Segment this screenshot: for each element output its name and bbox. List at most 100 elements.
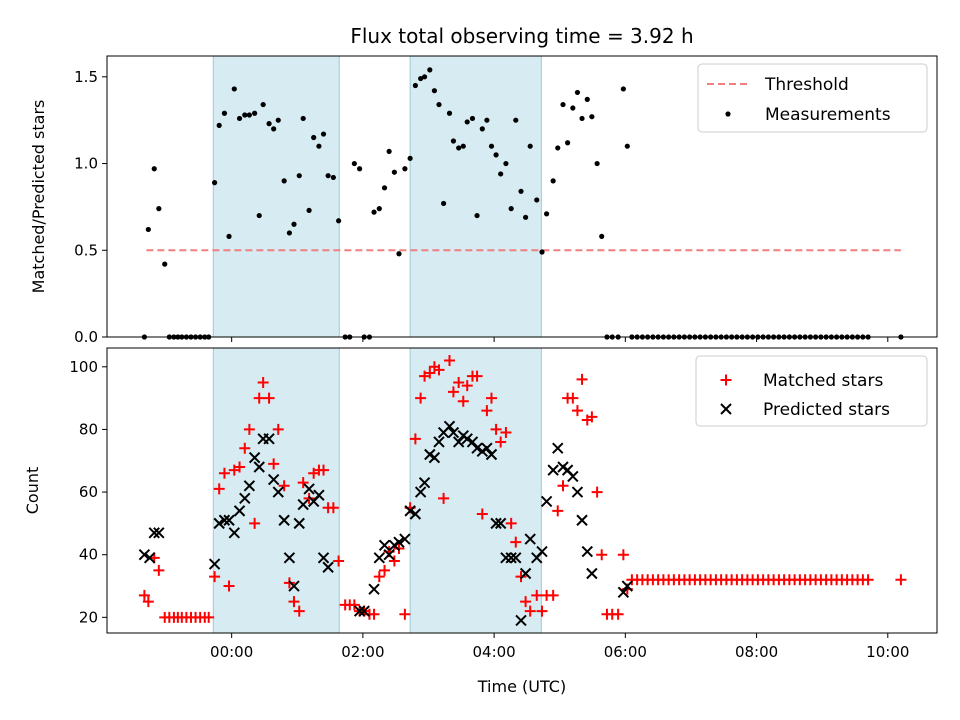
predicted-star-marker <box>447 426 460 439</box>
measurement-point <box>221 110 228 116</box>
matched-star-marker <box>234 461 246 473</box>
measurement-point <box>484 117 490 123</box>
top-shaded-regions <box>212 55 542 338</box>
matched-star-marker <box>443 355 455 367</box>
predicted-star-marker <box>293 517 305 530</box>
bottom-x-axis-label: Time (UTC) <box>477 677 566 696</box>
predicted-star-marker <box>490 517 502 530</box>
matched-star-marker <box>481 405 493 417</box>
predicted-star-marker <box>404 505 416 517</box>
measurement-point <box>357 166 363 172</box>
measurement-point <box>460 143 466 149</box>
measurement-point <box>431 88 438 94</box>
matched-star-marker <box>612 608 624 620</box>
matched-star-marker <box>862 574 874 586</box>
predicted-star-marker <box>143 552 156 564</box>
measurement-point <box>386 148 392 155</box>
measurement-point <box>246 112 252 118</box>
predicted-star-marker <box>540 495 553 508</box>
measurement-point <box>539 249 545 255</box>
y-tick-label: 40 <box>79 546 98 564</box>
measurement-point <box>565 140 571 146</box>
predicted-star-marker <box>283 552 296 564</box>
matched-star-marker <box>348 599 360 611</box>
shaded-region <box>409 55 542 338</box>
measurement-point <box>336 218 342 224</box>
measurement-point <box>620 86 626 92</box>
y-tick-label: 0.0 <box>74 328 98 346</box>
measurement-point <box>574 89 581 96</box>
measurement-point <box>550 178 556 184</box>
predicted-star-marker <box>272 486 284 498</box>
bottom-legend: Matched stars Predicted stars <box>695 355 928 427</box>
matched-star-marker <box>153 564 165 576</box>
measurement-point <box>156 206 162 212</box>
predicted-star-marker <box>414 486 427 498</box>
matched-star-marker <box>213 483 225 495</box>
measurement-point <box>503 160 509 167</box>
predicted-star-marker <box>138 548 151 561</box>
legend-box <box>697 63 928 133</box>
predicted-star-marker <box>581 545 593 558</box>
matched-star-marker <box>515 571 527 583</box>
shaded-region <box>212 55 340 338</box>
matched-star-marker <box>552 505 564 517</box>
predicted-star-marker <box>433 436 445 448</box>
matched-star-marker <box>415 392 427 404</box>
measurement-point <box>252 110 258 116</box>
matched-star-marker <box>438 492 450 504</box>
predicted-star-marker <box>317 552 330 564</box>
x-tick-label: 10:00 <box>866 643 909 661</box>
measurement-point <box>306 207 312 213</box>
predicted-star-marker <box>418 476 431 489</box>
bottom-x-ticks: 00:00 02:00 04:00 06:00 08:00 10:00 <box>210 633 909 661</box>
top-axes-frame <box>106 55 938 338</box>
measurement-point <box>216 122 222 128</box>
measurement-point <box>371 209 377 215</box>
matched-star-marker <box>379 564 391 576</box>
measurement-point <box>570 105 576 111</box>
top-legend: Threshold Measurements <box>697 63 928 133</box>
matched-star-marker <box>333 555 345 567</box>
measurement-point <box>474 212 480 219</box>
measurement-point <box>330 174 336 181</box>
measurement-point <box>381 185 388 191</box>
predicted-star-marker <box>213 517 225 530</box>
predicted-star-marker <box>409 508 422 520</box>
matched-star-marker <box>293 605 305 617</box>
matched-star-marker <box>409 433 421 445</box>
matched-star-marker <box>510 536 522 548</box>
matched-star-marker <box>263 392 275 404</box>
predicted-star-marker <box>253 461 265 473</box>
measurement-point <box>291 221 297 227</box>
legend-measurement-label: Measurements <box>765 105 891 125</box>
matched-star-marker <box>571 405 583 417</box>
measurement-point <box>440 200 447 207</box>
predicted-star-marker <box>505 552 517 564</box>
measurement-point <box>584 96 590 102</box>
matched-star-marker <box>218 467 230 479</box>
predicted-star-marker <box>248 451 261 464</box>
measurement-point <box>320 131 327 137</box>
matched-star-marker <box>433 364 445 376</box>
bottom-y-axis-label: Count <box>23 467 42 515</box>
matched-star-marker <box>249 517 261 529</box>
predicted-star-marker <box>443 420 456 433</box>
matched-star-marker <box>531 589 543 601</box>
measurement-point <box>396 251 402 257</box>
matched-star-marker <box>461 380 473 392</box>
measurement-point <box>260 101 266 108</box>
predicted-star-marker <box>571 486 584 498</box>
predicted-star-marker <box>243 480 256 492</box>
predicted-star-marker <box>313 489 325 501</box>
measurement-point <box>242 112 248 118</box>
matched-star-marker <box>283 577 295 589</box>
matched-star-marker <box>453 376 465 388</box>
x-tick-label: 00:00 <box>210 643 253 661</box>
matched-star-marker <box>142 596 154 608</box>
y-tick-label: 100 <box>69 358 98 376</box>
bottom-shaded-regions <box>212 347 542 634</box>
measurement-point <box>145 226 151 233</box>
measurement-point <box>534 197 540 203</box>
